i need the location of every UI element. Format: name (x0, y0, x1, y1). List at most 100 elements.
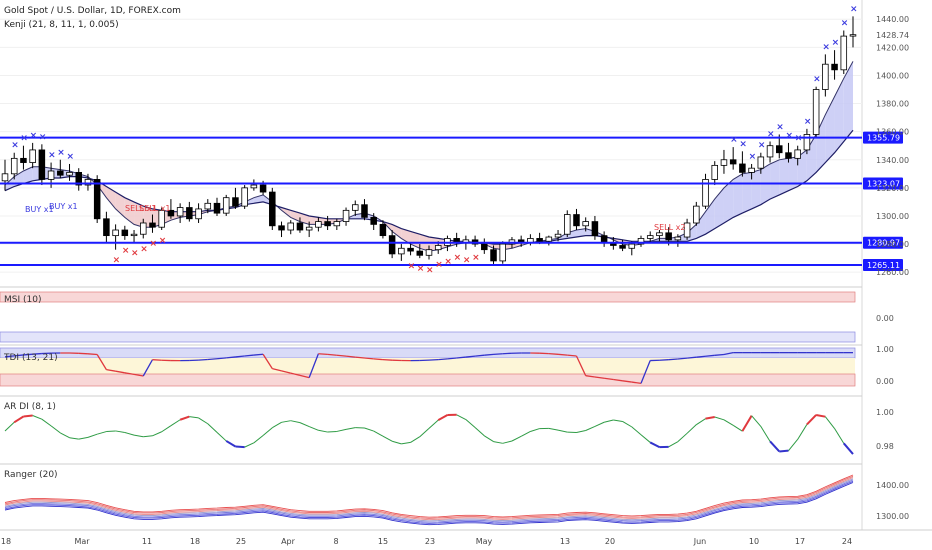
tdi-segment (604, 377, 614, 381)
buy-marker: × (804, 117, 812, 127)
tdi-segment (631, 381, 642, 385)
price-axis-tick: 1440.00 (876, 15, 909, 24)
candle-up (748, 167, 755, 173)
candle-up (582, 221, 589, 227)
candle-up (720, 159, 728, 166)
tdi-segment (465, 355, 476, 358)
sell-marker: × (140, 244, 148, 254)
ranger-label: Ranger (20) (4, 470, 58, 480)
date-tick: 25 (236, 537, 246, 546)
ardi-segment (23, 414, 33, 418)
ardi-segment (216, 432, 227, 442)
sell-signal-label-2: SELL x1 (139, 204, 170, 213)
ardi-segment (161, 425, 172, 433)
tdi-segment (142, 359, 154, 377)
level-badge-label: 1323.07 (867, 180, 900, 189)
candle-up (757, 156, 765, 169)
candle-up (10, 157, 18, 175)
ardi-segment (437, 414, 448, 421)
tdi-segment (281, 370, 291, 374)
date-tick: 17 (795, 537, 805, 546)
candle-down (93, 179, 101, 220)
buy-marker: × (30, 131, 38, 141)
tdi-lower-band (0, 373, 856, 387)
ardi-segment (594, 421, 605, 427)
tdi-segment (594, 376, 605, 379)
price-axis-tick: 1260.00 (876, 268, 909, 277)
ardi-segment (474, 427, 485, 437)
ardi-segment (272, 421, 282, 429)
tdi-segment (216, 357, 227, 360)
tdi-segment (318, 353, 328, 356)
ardi-segment (557, 429, 568, 433)
candle-down (536, 238, 543, 242)
kenji-band-segment (705, 199, 715, 235)
tdi-segment (345, 355, 356, 358)
candle-up (29, 149, 36, 163)
date-axis[interactable]: 18 Mar 11 18 25 Apr 8 15 23 May 13 20 Jun 10 17 24 (1, 537, 852, 546)
ranger-band-line (4, 482, 854, 526)
date-tick: Mar (74, 537, 90, 546)
tdi-segment (96, 354, 107, 370)
candle-up (112, 229, 119, 237)
kenji-band-segment (788, 156, 798, 191)
msi-blue-band (0, 331, 856, 343)
sell-signal-label-3: SELL x2 (654, 223, 685, 232)
ardi-segment (290, 420, 301, 424)
candle-up (656, 232, 663, 237)
signal-markers: ×× × ×× × ×× ×××××× ×××× ××××× × ×× ×× × ×× × × × × (11, 4, 857, 275)
ardi-segment (714, 416, 725, 421)
tdi-segment (622, 380, 632, 383)
ardi-segment (640, 434, 651, 443)
buy-marker: × (841, 18, 849, 28)
ardi-segment (133, 434, 144, 438)
candle-up (315, 221, 322, 228)
ardi-segment (382, 435, 393, 442)
candle-up (1, 173, 9, 182)
candle-down (103, 218, 110, 237)
tdi-segment (226, 356, 236, 359)
kenji-band-segment (714, 187, 724, 229)
tdi-segment (14, 354, 24, 357)
date-tick: Apr (281, 537, 296, 546)
candle-up (352, 204, 359, 211)
buy-marker: × (57, 148, 65, 158)
buy-marker: × (67, 152, 75, 162)
candle-up (176, 207, 184, 217)
tdi-segment (373, 358, 383, 361)
ardi-segment (124, 432, 135, 436)
candle-up (812, 89, 820, 135)
ardi-segment (484, 435, 494, 443)
candle-down (785, 152, 792, 159)
symbol-title: Gold Spot / U.S. Dollar, 1D, FOREX.com (4, 6, 181, 16)
ardi-segment (327, 430, 337, 433)
ardi-segment (281, 420, 291, 423)
ardi-segment (198, 417, 209, 425)
ardi-segment (401, 441, 411, 445)
level-lines[interactable]: 1355.79 1323.07 1280.97 1265.11 (0, 131, 903, 271)
buy-signal-label-1: BUY x1 (25, 205, 54, 214)
candle-up (637, 238, 645, 245)
price-axis[interactable]: 1440.00 1420.00 1400.00 1380.00 1360.00 1340.… (863, 15, 909, 277)
kenji-band-segment (825, 96, 835, 163)
ardi-segment (13, 415, 24, 424)
ardi-segment (613, 419, 623, 422)
candle-up (702, 179, 709, 207)
candle-up (140, 222, 147, 235)
ardi-segment (668, 441, 679, 448)
level-badge-label: 1355.79 (867, 134, 900, 143)
candle-down (361, 204, 368, 218)
ardi-segment (548, 427, 559, 431)
kenji-band-segment (816, 114, 826, 173)
ardi-segment (225, 440, 236, 448)
kenji-band-segment (106, 186, 116, 209)
ardi-segment (530, 428, 540, 432)
ardi-segment (419, 427, 430, 438)
tdi-segment (484, 353, 494, 356)
ardi-segment (152, 431, 162, 437)
price-axis-tick: 1300.00 (876, 212, 909, 221)
buy-marker: × (785, 131, 793, 141)
candle-down (600, 235, 608, 244)
kenji-band-segment (770, 159, 780, 200)
